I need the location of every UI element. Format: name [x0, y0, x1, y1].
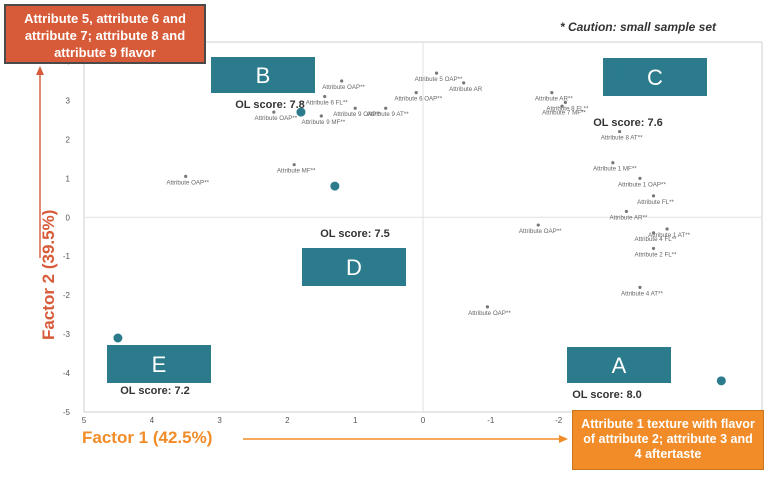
- group-score-b: OL score: 7.8: [235, 99, 305, 111]
- y-tick-label: -2: [63, 291, 71, 300]
- x-tick-label: 5: [82, 416, 87, 425]
- attribute-point: [638, 176, 642, 180]
- group-point-d: [330, 181, 340, 191]
- attribute-point: [414, 91, 418, 95]
- factor2-arrow-head: [36, 66, 44, 75]
- caution-note: * Caution: small sample set: [559, 20, 716, 34]
- factor1-arrow-head: [559, 435, 568, 443]
- group-box-b: [211, 57, 315, 93]
- y-tick-label: 2: [66, 135, 71, 144]
- group-score-a: OL score: 8.0: [572, 389, 642, 401]
- attribute-label: Attribute 8 FL**: [546, 105, 589, 112]
- attribute-point: [651, 246, 656, 251]
- attribute-label: Attribute OAP**: [166, 179, 209, 186]
- y-tick-label: 3: [66, 96, 71, 105]
- top-left-callout-text: Attribute 5, attribute 6 and attribute 7…: [24, 11, 186, 60]
- group-point-c: [615, 64, 625, 74]
- bottom-right-callout-text: Attribute 1 texture with flavor of attri…: [581, 417, 755, 461]
- x-tick-label: 3: [217, 416, 222, 425]
- attribute-point: [353, 106, 357, 110]
- attribute-label: Attribute OAP**: [519, 228, 562, 235]
- attribute-point: [384, 106, 388, 110]
- attribute-label: Attribute 1 MF**: [593, 166, 637, 173]
- group-box-c: [603, 58, 707, 96]
- attribute-point: [340, 79, 344, 83]
- y-tick-label: -1: [63, 252, 71, 261]
- attribute-point: [319, 114, 323, 118]
- attribute-point: [272, 110, 276, 114]
- attribute-label: Attribute 9 OAP**: [333, 111, 381, 118]
- x-tick-label: 0: [421, 416, 426, 425]
- x-tick-label: 1: [353, 416, 358, 425]
- group-point-e: [113, 333, 123, 343]
- x-axis-label: Factor 1 (42.5%): [82, 428, 213, 447]
- attribute-label: Attribute 5 OAP**: [415, 76, 463, 83]
- attribute-point: [550, 91, 554, 95]
- group-letter-c: C: [647, 65, 663, 90]
- attribute-label: Attribute OAP**: [322, 84, 365, 91]
- y-tick-label: -3: [63, 330, 71, 339]
- bottom-right-callout: Attribute 1 texture with flavor of attri…: [572, 410, 764, 470]
- attribute-label: Attribute FL**: [637, 199, 674, 206]
- top-left-callout: Attribute 5, attribute 6 and attribute 7…: [4, 4, 206, 64]
- attribute-point: [618, 129, 622, 134]
- group-letter-d: D: [346, 255, 362, 280]
- y-tick-label: 0: [66, 213, 71, 222]
- attribute-label: Attribute 9 AT**: [367, 111, 409, 118]
- attribute-label: Attribute OAP**: [468, 310, 511, 317]
- attribute-point: [638, 285, 642, 289]
- attribute-point: [651, 231, 656, 235]
- group-letter-a: A: [612, 353, 627, 378]
- attribute-label: Attribute AR**: [535, 96, 573, 103]
- attribute-point: [560, 104, 564, 108]
- attribute-label: Attribute 8 AT**: [601, 135, 643, 142]
- group-letter-e: E: [152, 352, 167, 377]
- attribute-label: Attribute 4 AT**: [621, 290, 663, 297]
- attribute-point: [536, 223, 540, 227]
- attribute-label: Attribute 2 FL**: [635, 251, 678, 258]
- group-letter-b: B: [256, 63, 271, 88]
- group-box-d: [302, 248, 406, 286]
- attribute-point: [611, 161, 615, 165]
- x-tick-label: 2: [285, 416, 290, 425]
- group-box-a: [567, 347, 671, 383]
- attribute-label: Attribute 1 AT**: [648, 232, 690, 239]
- attribute-label: Attribute 1 OAP**: [618, 181, 666, 188]
- attribute-label: Attribute 4 FL**: [635, 236, 678, 243]
- attribute-point: [624, 209, 629, 214]
- attribute-label: Attribute 7 MF**: [542, 109, 586, 116]
- group-point-b: [296, 107, 306, 117]
- attribute-point: [665, 227, 669, 231]
- attribute-point: [462, 81, 466, 85]
- attribute-label: Attribute 6 OAP**: [394, 96, 442, 103]
- y-tick-label: -4: [63, 369, 71, 378]
- x-tick-label: -1: [487, 416, 495, 425]
- attribute-label: Attribute 6 FL**: [306, 100, 349, 107]
- group-score-d: OL score: 7.5: [320, 228, 390, 240]
- attribute-label: Attribute OAP**: [255, 115, 298, 122]
- group-score-e: OL score: 7.2: [120, 385, 190, 397]
- attribute-label: Attribute AR: [449, 86, 483, 93]
- y-axis-label: Factor 2 (39.5%): [39, 209, 58, 340]
- y-tick-label: -5: [63, 408, 71, 417]
- attribute-label: Attribute 9 MF**: [301, 119, 345, 126]
- attribute-label: Attribute AR**: [609, 214, 647, 221]
- group-box-e: [107, 345, 211, 383]
- x-tick-label: -2: [555, 416, 563, 425]
- attribute-point: [485, 305, 490, 309]
- group-point-a: [716, 376, 726, 386]
- attribute-point: [292, 163, 296, 167]
- x-tick-label: 4: [150, 416, 155, 425]
- y-tick-label: 1: [66, 174, 71, 183]
- attribute-label: Attribute MF**: [277, 168, 316, 175]
- attribute-point: [184, 174, 188, 178]
- group-score-c: OL score: 7.6: [593, 117, 663, 129]
- attribute-point: [323, 94, 327, 99]
- attribute-point: [563, 100, 567, 104]
- attribute-point: [651, 194, 656, 198]
- attribute-point: [434, 71, 439, 75]
